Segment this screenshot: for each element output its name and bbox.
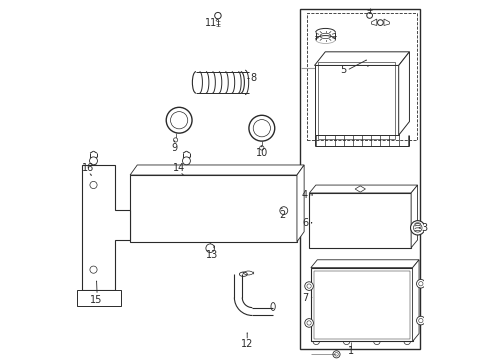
Text: 4: 4 — [301, 190, 307, 200]
Text: 10: 10 — [256, 148, 268, 158]
Text: 7: 7 — [302, 293, 308, 302]
Polygon shape — [130, 165, 304, 175]
Polygon shape — [371, 19, 377, 26]
Text: 14: 14 — [173, 163, 185, 173]
Polygon shape — [384, 19, 390, 26]
Polygon shape — [311, 260, 419, 268]
Circle shape — [416, 279, 425, 288]
Polygon shape — [311, 268, 413, 341]
Polygon shape — [413, 260, 419, 341]
Circle shape — [418, 319, 423, 323]
Polygon shape — [309, 185, 417, 193]
Circle shape — [182, 157, 191, 165]
Text: 12: 12 — [241, 339, 253, 349]
Polygon shape — [355, 186, 366, 192]
Circle shape — [280, 207, 288, 215]
Polygon shape — [76, 289, 121, 306]
Polygon shape — [315, 52, 410, 66]
Text: 9: 9 — [171, 143, 177, 153]
Polygon shape — [130, 175, 297, 242]
Circle shape — [260, 146, 264, 150]
Text: 16: 16 — [81, 163, 94, 173]
Polygon shape — [411, 185, 417, 248]
Text: 13: 13 — [206, 250, 218, 260]
Circle shape — [171, 112, 188, 129]
Text: 8: 8 — [250, 73, 256, 84]
Circle shape — [307, 321, 311, 325]
Polygon shape — [309, 193, 411, 248]
Circle shape — [411, 221, 425, 235]
Text: 1: 1 — [348, 346, 354, 356]
Circle shape — [305, 319, 314, 327]
Polygon shape — [82, 165, 130, 289]
Polygon shape — [297, 165, 304, 242]
Circle shape — [90, 266, 97, 273]
Text: 5: 5 — [341, 66, 347, 76]
Circle shape — [418, 282, 423, 286]
Text: 6: 6 — [302, 218, 308, 228]
Text: 15: 15 — [90, 294, 102, 305]
Circle shape — [90, 157, 98, 165]
Circle shape — [215, 12, 221, 19]
Circle shape — [166, 107, 192, 133]
Circle shape — [305, 282, 314, 291]
Text: 3: 3 — [421, 223, 427, 233]
Bar — [300, 9, 420, 349]
Text: 11: 11 — [204, 18, 217, 28]
Circle shape — [206, 244, 215, 252]
Circle shape — [173, 138, 178, 142]
Polygon shape — [315, 66, 399, 135]
Text: 2: 2 — [279, 210, 286, 220]
Circle shape — [249, 115, 275, 141]
Circle shape — [253, 120, 270, 137]
Polygon shape — [399, 52, 410, 135]
Circle shape — [414, 224, 422, 232]
Circle shape — [416, 316, 425, 325]
Circle shape — [90, 181, 97, 189]
Circle shape — [307, 284, 311, 288]
